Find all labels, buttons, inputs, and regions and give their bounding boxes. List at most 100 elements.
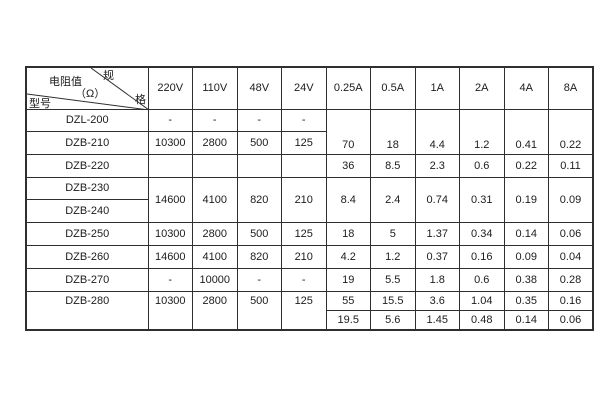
cell-dzb220-4a: 0.22	[503, 153, 549, 178]
col-header-110v: 110V	[192, 66, 238, 110]
col-header-24v: 24V	[281, 66, 327, 110]
cell-dzb250-48v: 500	[236, 221, 282, 246]
col-header-1a: 1A	[414, 66, 460, 110]
table-row: 19.5 5.6 1.45 0.48 0.14 0.06	[26, 310, 594, 331]
cell-dzb280b-025a: 19.5	[325, 310, 371, 331]
cell-230-240-025a: 8.4	[325, 176, 371, 223]
resistance-spec-table: 规 格 电阻值 （Ω） 型号 220V 110V 48V 24V 0.25A 0…	[25, 66, 594, 331]
corner-spec-char-top: 规	[103, 70, 114, 82]
row-label-dzb-280: DZB-280	[25, 290, 149, 331]
table-row: DZB-250 10300 2800 500 125 18 5 1.37 0.3…	[25, 221, 594, 246]
cell-dzb270-025a: 19	[325, 267, 371, 292]
cell-dzb260-025a: 4.2	[325, 244, 371, 269]
cell-230-240-24v: 210	[281, 176, 327, 223]
header-row: 规 格 电阻值 （Ω） 型号 220V 110V 48V 24V 0.25A 0…	[25, 66, 594, 110]
cell-dzb270-220v: -	[147, 267, 193, 292]
cell-dzb210-48v: 500	[236, 130, 282, 155]
cell-dzb270-48v: -	[236, 267, 282, 292]
cell-dzb260-2a: 0.16	[459, 244, 505, 269]
col-header-8a: 8A	[548, 66, 594, 110]
cell-dzb220-025a: 36	[325, 153, 371, 178]
cell-230-240-1a: 0.74	[414, 176, 460, 223]
col-header-2a: 2A	[459, 66, 505, 110]
cell-dzb280a-8a: 0.16	[548, 290, 594, 311]
cell-dzb250-025a: 18	[325, 221, 371, 246]
cell-dzb280b-4a: 0.14	[503, 310, 549, 331]
col-header-48v: 48V	[236, 66, 282, 110]
cell-dzb280a-05a: 15.5	[370, 290, 416, 311]
cell-230-240-220v: 14600	[147, 176, 193, 223]
cell-dzb260-110v: 4100	[192, 244, 238, 269]
cell-dzb280a-025a: 55	[325, 290, 371, 311]
cell-200-210-4a: 0.41	[503, 108, 549, 155]
cell-dzb270-05a: 5.5	[370, 267, 416, 292]
cell-dzb250-1a: 1.37	[414, 221, 460, 246]
cell-230-240-110v: 4100	[192, 176, 238, 223]
cell-dzb280a-4a: 0.35	[503, 290, 549, 311]
cell-dzb210-24v: 125	[281, 130, 327, 155]
col-header-220v: 220V	[147, 66, 193, 110]
row-label-dzb-230: DZB-230	[25, 176, 149, 200]
cell-dzb220-110v	[192, 153, 238, 178]
cell-dzb220-2a: 0.6	[459, 153, 505, 178]
cell-dzb270-110v: 10000	[192, 267, 238, 292]
row-label-dzb-250: DZB-250	[25, 221, 149, 246]
cell-dzb280-220v: 10300	[147, 290, 193, 331]
cell-dzb250-2a: 0.34	[459, 221, 505, 246]
cell-dzl200-110v: -	[192, 108, 238, 132]
cell-dzb220-220v	[147, 153, 193, 178]
table-row: DZB-280 10300 2800 500 125 55 15.5 3.6 1…	[25, 290, 594, 331]
cell-dzb270-2a: 0.6	[459, 267, 505, 292]
cell-dzb250-05a: 5	[370, 221, 416, 246]
cell-dzb220-48v	[236, 153, 282, 178]
cell-dzb280b-1a: 1.45	[414, 310, 460, 331]
cell-200-210-2a: 1.2	[459, 108, 505, 155]
cell-dzb280b-8a: 0.06	[548, 310, 594, 331]
cell-dzb220-05a: 8.5	[370, 153, 416, 178]
cell-230-240-05a: 2.4	[370, 176, 416, 223]
col-header-025a: 0.25A	[325, 66, 371, 110]
cell-230-240-8a: 0.09	[548, 176, 594, 223]
diagonal-lines	[27, 68, 147, 108]
cell-dzb220-8a: 0.11	[548, 153, 594, 178]
cell-dzb280a-1a: 3.6	[414, 290, 460, 311]
cell-dzb280b-2a: 0.48	[459, 310, 505, 331]
cell-dzb250-110v: 2800	[192, 221, 238, 246]
cell-dzb220-1a: 2.3	[414, 153, 460, 178]
table-row: DZL-200 - - - - 70 18 4.4 1.2 0.41 0.22	[25, 108, 594, 155]
cell-dzb260-8a: 0.04	[548, 244, 594, 269]
cell-dzl200-220v: -	[147, 108, 193, 132]
row-label-dzb-240: DZB-240	[25, 198, 149, 223]
corner-resistance-unit: （Ω）	[75, 88, 106, 100]
row-label-dzl-200: DZL-200	[25, 108, 149, 132]
table-row: DZB-260 14600 4100 820 210 4.2 1.2 0.37 …	[25, 244, 594, 269]
cell-dzb280-110v: 2800	[192, 290, 238, 331]
row-label-dzb-260: DZB-260	[25, 244, 149, 269]
cell-dzb280-48v: 500	[236, 290, 282, 331]
table-row: DZB-230 14600 4100 820 210 8.4 2.4 0.74 …	[25, 176, 594, 223]
table-row: DZB-220 36 8.5 2.3 0.6 0.22 0.11	[25, 153, 594, 178]
cell-dzb260-48v: 820	[236, 244, 282, 269]
cell-dzb270-24v: -	[281, 267, 327, 292]
cell-dzl200-24v: -	[281, 108, 327, 132]
cell-230-240-4a: 0.19	[503, 176, 549, 223]
cell-dzb280b-05a: 5.6	[370, 310, 416, 331]
cell-dzb270-4a: 0.38	[503, 267, 549, 292]
cell-dzb260-05a: 1.2	[370, 244, 416, 269]
corner-resistance-label: 电阻值	[49, 76, 82, 88]
row-label-dzb-210: DZB-210	[25, 130, 149, 155]
cell-200-210-05a: 18	[370, 108, 416, 155]
cell-dzb260-24v: 210	[281, 244, 327, 269]
table-row: DZB-270 - 10000 - - 19 5.5 1.8 0.6 0.38 …	[25, 267, 594, 292]
cell-dzb250-220v: 10300	[147, 221, 193, 246]
cell-200-210-8a: 0.22	[548, 108, 594, 155]
cell-dzb220-24v	[281, 153, 327, 178]
cell-230-240-48v: 820	[236, 176, 282, 223]
cell-dzb280-24v: 125	[281, 290, 327, 331]
cell-dzb250-24v: 125	[281, 221, 327, 246]
row-label-dzb-270: DZB-270	[25, 267, 149, 292]
cell-230-240-2a: 0.31	[459, 176, 505, 223]
cell-200-210-025a: 70	[325, 108, 371, 155]
col-header-4a: 4A	[503, 66, 549, 110]
cell-dzb260-1a: 0.37	[414, 244, 460, 269]
